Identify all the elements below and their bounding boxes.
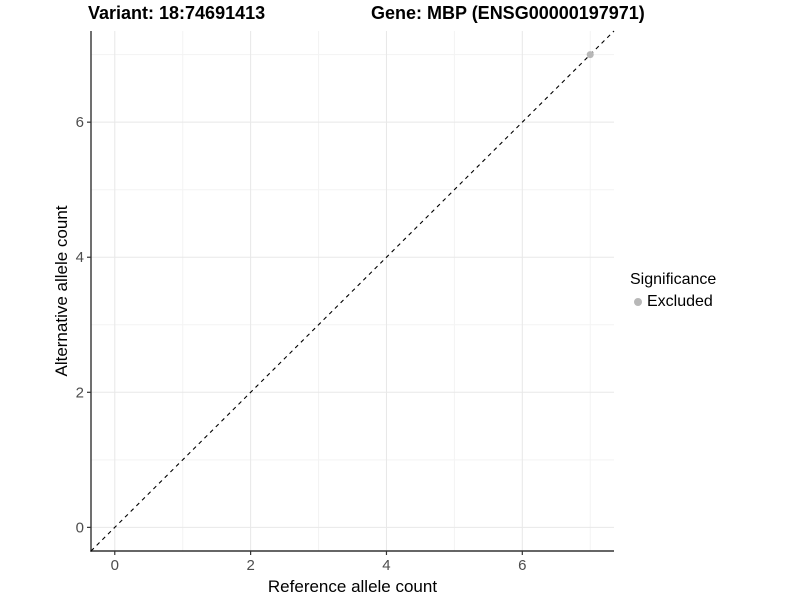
x-tick-label: 4: [382, 557, 390, 574]
legend-item: Excluded: [634, 293, 716, 311]
y-tick-label: 2: [76, 384, 84, 401]
plot-title-variant: Variant: 18:74691413: [88, 3, 266, 23]
identity-dashed-line: [90, 30, 615, 552]
y-tick-label: 0: [76, 519, 84, 536]
legend: Significance Excluded: [630, 271, 716, 311]
plot-title-gene: Gene: MBP (ENSG00000197971): [371, 3, 645, 23]
y-axis-title: Alternative allele count: [52, 205, 71, 377]
x-axis-title: Reference allele count: [267, 577, 438, 596]
legend-items: Excluded: [630, 293, 716, 311]
data-point: [586, 51, 594, 59]
x-tick-label: 6: [518, 557, 526, 574]
y-tick-label: 4: [76, 249, 84, 266]
x-tick-label: 2: [246, 557, 254, 574]
legend-item-label: Excluded: [647, 293, 713, 310]
legend-title: Significance: [630, 271, 717, 288]
x-tick-label: 0: [111, 557, 119, 574]
legend-marker-circle-icon: [634, 298, 642, 306]
y-tick-label: 6: [76, 114, 84, 131]
